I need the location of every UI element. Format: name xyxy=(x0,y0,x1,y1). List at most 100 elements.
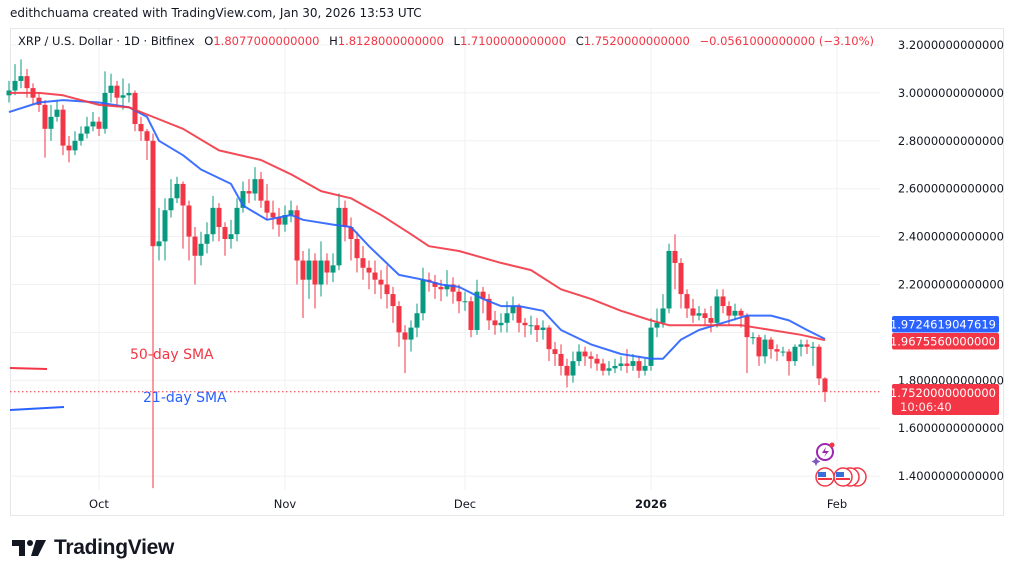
candle[interactable] xyxy=(612,358,618,374)
candle[interactable] xyxy=(636,356,642,378)
candle[interactable] xyxy=(510,296,516,321)
candle[interactable] xyxy=(594,353,600,371)
candle[interactable] xyxy=(684,289,690,319)
candle[interactable] xyxy=(786,349,792,376)
candle[interactable] xyxy=(324,253,330,285)
candle[interactable] xyxy=(558,344,564,376)
candle[interactable] xyxy=(780,346,786,357)
candle[interactable] xyxy=(618,356,624,371)
candle[interactable] xyxy=(108,73,114,103)
sma50-line[interactable] xyxy=(9,91,826,342)
candle[interactable] xyxy=(216,203,222,242)
candle[interactable] xyxy=(528,315,534,335)
candle[interactable] xyxy=(816,344,822,386)
candle[interactable] xyxy=(180,181,186,249)
candle[interactable] xyxy=(534,318,540,342)
candle[interactable] xyxy=(774,344,780,362)
candle[interactable] xyxy=(360,246,366,280)
candle[interactable] xyxy=(270,200,276,230)
candle[interactable] xyxy=(276,207,282,237)
sma21-line[interactable] xyxy=(8,99,826,360)
candle[interactable] xyxy=(546,325,552,362)
candle[interactable] xyxy=(138,116,144,141)
candle[interactable] xyxy=(462,291,468,311)
candle[interactable] xyxy=(672,234,678,290)
candle[interactable] xyxy=(756,334,762,366)
candle[interactable] xyxy=(306,248,312,299)
candle[interactable] xyxy=(606,361,612,376)
candle[interactable] xyxy=(258,171,264,208)
candle[interactable] xyxy=(90,112,96,132)
candle[interactable] xyxy=(186,200,192,261)
candle[interactable] xyxy=(444,270,450,297)
sma21-annotation[interactable]: 21-day SMA xyxy=(143,390,227,406)
candle[interactable] xyxy=(330,253,336,283)
time-axis[interactable]: Oct Nov Dec 2026 Feb xyxy=(89,497,847,511)
candle[interactable] xyxy=(174,176,180,204)
candle[interactable] xyxy=(474,279,480,335)
candle[interactable] xyxy=(60,104,66,156)
candle[interactable] xyxy=(222,222,228,256)
events-icon[interactable] xyxy=(811,442,835,467)
candle[interactable] xyxy=(246,179,252,204)
candle[interactable] xyxy=(6,80,12,103)
candle[interactable] xyxy=(318,241,324,297)
candle[interactable] xyxy=(72,131,78,156)
candle[interactable] xyxy=(486,294,492,331)
candle[interactable] xyxy=(48,104,54,141)
candle[interactable] xyxy=(576,344,582,366)
candle[interactable] xyxy=(522,318,528,338)
candle[interactable] xyxy=(708,306,714,333)
candle[interactable] xyxy=(414,303,420,338)
candle[interactable] xyxy=(750,332,756,345)
candle[interactable] xyxy=(588,351,594,369)
candle[interactable] xyxy=(804,339,810,354)
candle[interactable] xyxy=(810,341,816,366)
candle[interactable] xyxy=(198,231,204,266)
candle[interactable] xyxy=(192,227,198,285)
candle[interactable] xyxy=(84,116,90,139)
candle[interactable] xyxy=(156,207,162,261)
candle[interactable] xyxy=(210,195,216,242)
candle[interactable] xyxy=(480,286,486,314)
candle[interactable] xyxy=(240,181,246,213)
candle[interactable] xyxy=(378,270,384,299)
candle[interactable] xyxy=(114,80,120,108)
candle[interactable] xyxy=(120,78,126,110)
candle[interactable] xyxy=(732,303,738,321)
candle[interactable] xyxy=(762,334,768,364)
candle[interactable] xyxy=(432,274,438,299)
candle[interactable] xyxy=(168,179,174,218)
candle[interactable] xyxy=(390,286,396,323)
candle[interactable] xyxy=(564,358,570,388)
candle[interactable] xyxy=(492,310,498,335)
candle[interactable] xyxy=(744,313,750,374)
candle[interactable] xyxy=(702,308,708,326)
candle[interactable] xyxy=(54,100,60,122)
candle[interactable] xyxy=(228,219,234,249)
candle[interactable] xyxy=(42,100,48,158)
candle[interactable] xyxy=(66,136,72,163)
candle[interactable] xyxy=(624,349,630,374)
candle[interactable] xyxy=(690,298,696,323)
candle[interactable] xyxy=(468,296,474,338)
candle[interactable] xyxy=(336,193,342,271)
candle[interactable] xyxy=(552,341,558,366)
candle[interactable] xyxy=(294,205,300,285)
candle[interactable] xyxy=(720,289,726,314)
candle[interactable] xyxy=(126,83,132,103)
candle[interactable] xyxy=(252,167,258,201)
tradingview-logo[interactable]: TradingView xyxy=(12,536,174,560)
candle[interactable] xyxy=(642,358,648,376)
candle[interactable] xyxy=(660,294,666,328)
candle[interactable] xyxy=(582,346,588,366)
candle[interactable] xyxy=(768,337,774,359)
candle[interactable] xyxy=(264,183,270,220)
candle[interactable] xyxy=(450,277,456,304)
candle[interactable] xyxy=(678,258,684,309)
candle[interactable] xyxy=(342,200,348,242)
candle[interactable] xyxy=(822,377,828,402)
candle[interactable] xyxy=(792,344,798,366)
candle[interactable] xyxy=(354,231,360,273)
